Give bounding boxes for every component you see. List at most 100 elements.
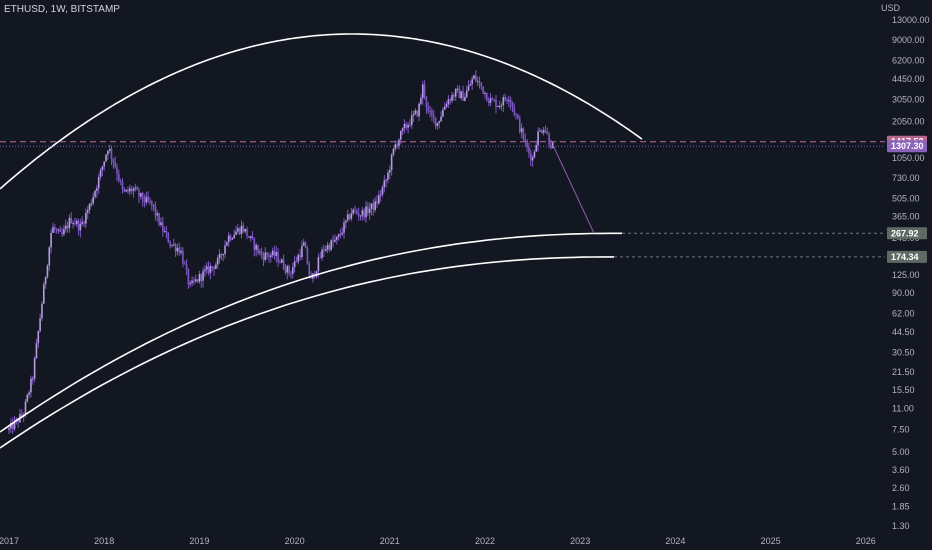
support-curve-upper[interactable] bbox=[0, 232, 622, 433]
candle bbox=[464, 92, 466, 102]
candle bbox=[52, 222, 54, 233]
candle bbox=[493, 98, 495, 103]
candle bbox=[259, 248, 261, 256]
candle bbox=[537, 127, 539, 152]
candle bbox=[462, 85, 464, 101]
candle bbox=[330, 238, 333, 252]
x-tick-label: 2017 bbox=[0, 536, 19, 546]
candle bbox=[46, 263, 49, 279]
candle bbox=[279, 259, 281, 264]
candle bbox=[165, 225, 168, 239]
y-tick-label: 62.00 bbox=[892, 309, 915, 319]
currency-label: USD bbox=[880, 3, 900, 13]
candle bbox=[367, 202, 369, 217]
candle bbox=[520, 123, 523, 139]
candle bbox=[140, 192, 142, 200]
candle bbox=[189, 280, 192, 288]
candle bbox=[97, 173, 100, 194]
y-tick-label: 505.00 bbox=[892, 193, 920, 203]
candle bbox=[156, 209, 159, 222]
candle bbox=[487, 97, 490, 106]
candle bbox=[103, 161, 105, 171]
candle bbox=[169, 240, 171, 249]
candle bbox=[280, 257, 283, 264]
candle bbox=[497, 105, 499, 108]
symbol-header[interactable]: ETHUSD, 1W, BITSTAMP bbox=[4, 4, 120, 15]
candle bbox=[301, 240, 303, 261]
support-curve-lower[interactable] bbox=[0, 256, 614, 449]
candle bbox=[332, 235, 334, 248]
candle bbox=[409, 119, 411, 127]
y-tick-label: 125.00 bbox=[892, 270, 920, 280]
candle bbox=[57, 228, 60, 235]
price-axis[interactable]: 13000.00 9000.00 6200.00 4450.00 3050.00 2050… bbox=[892, 15, 930, 531]
candle bbox=[182, 247, 184, 268]
candle bbox=[440, 111, 442, 123]
candle bbox=[389, 165, 391, 179]
candle bbox=[174, 242, 177, 257]
candle bbox=[290, 270, 292, 279]
y-tick-label: 15.50 bbox=[892, 385, 915, 395]
candle bbox=[458, 85, 461, 99]
candle bbox=[226, 241, 228, 247]
candle bbox=[522, 127, 525, 141]
candle bbox=[96, 184, 98, 198]
candle bbox=[248, 235, 250, 239]
candle bbox=[348, 213, 351, 221]
candle bbox=[13, 415, 16, 432]
candle bbox=[319, 251, 322, 259]
candle bbox=[372, 199, 375, 216]
candle bbox=[222, 253, 224, 262]
candle bbox=[44, 276, 47, 289]
candle bbox=[484, 91, 486, 99]
candle bbox=[50, 229, 52, 254]
candle bbox=[238, 227, 241, 236]
candle bbox=[394, 140, 397, 152]
candle bbox=[229, 233, 232, 242]
time-axis[interactable]: 2017 2018 2019 2020 2021 2022 2023 2024 2025 2026 bbox=[0, 536, 876, 546]
candle bbox=[475, 70, 477, 83]
candle bbox=[421, 80, 424, 105]
candle bbox=[518, 115, 521, 134]
candle bbox=[262, 251, 265, 267]
candle bbox=[337, 233, 340, 241]
candle bbox=[55, 227, 58, 234]
candle bbox=[158, 212, 160, 227]
candle bbox=[328, 242, 331, 252]
candle bbox=[218, 249, 221, 264]
candle bbox=[469, 80, 472, 86]
candle bbox=[127, 186, 129, 194]
candle bbox=[368, 202, 371, 220]
candle bbox=[511, 101, 514, 113]
candle bbox=[306, 245, 309, 265]
candle bbox=[53, 224, 56, 234]
candle bbox=[81, 216, 84, 226]
candle-series bbox=[8, 70, 554, 435]
candle bbox=[193, 277, 195, 285]
candle bbox=[123, 187, 126, 193]
candle bbox=[19, 408, 21, 424]
drawing-overlays bbox=[0, 33, 885, 449]
projection-line[interactable] bbox=[553, 146, 595, 234]
arc-curve[interactable] bbox=[0, 33, 643, 190]
candle bbox=[343, 218, 345, 239]
candle bbox=[72, 220, 74, 229]
candle bbox=[335, 236, 338, 245]
price-badge: 267.92 bbox=[887, 227, 927, 240]
candle bbox=[185, 259, 188, 276]
candle bbox=[376, 195, 378, 208]
candle bbox=[194, 274, 197, 284]
candle bbox=[308, 261, 311, 279]
candle bbox=[112, 158, 115, 169]
candle bbox=[295, 256, 298, 263]
candle bbox=[94, 189, 96, 200]
candle bbox=[524, 133, 527, 147]
candle bbox=[546, 127, 549, 135]
candle bbox=[482, 86, 484, 95]
candle bbox=[172, 238, 175, 246]
candle bbox=[105, 153, 107, 163]
candle bbox=[299, 248, 301, 261]
candle bbox=[180, 246, 182, 255]
